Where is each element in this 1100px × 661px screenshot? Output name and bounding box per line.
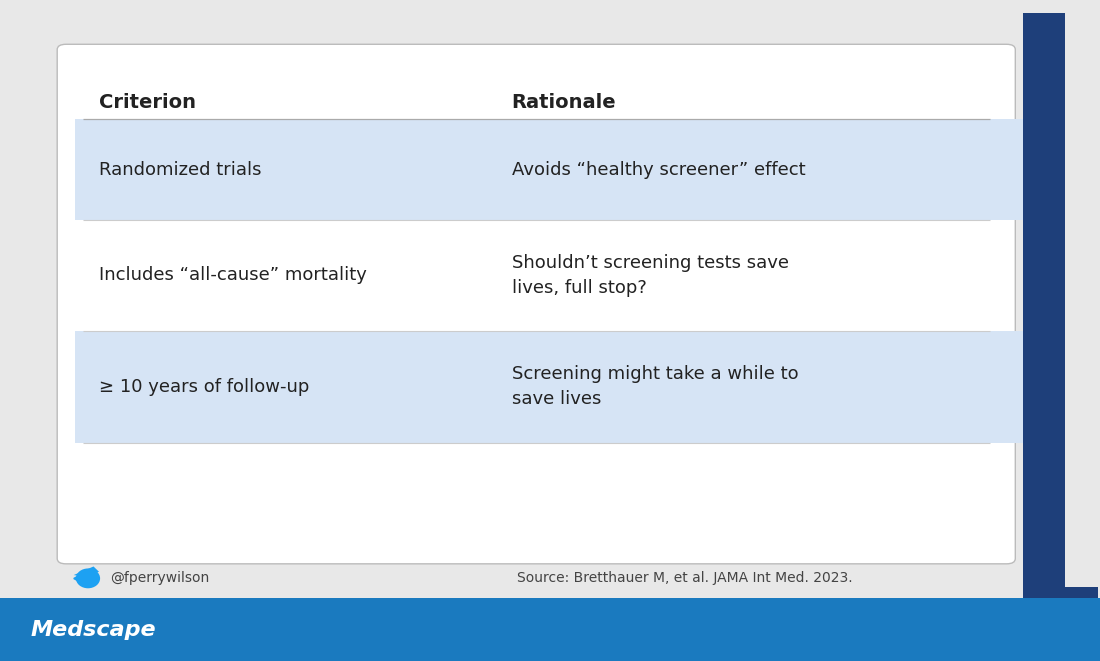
Text: @fperrywilson: @fperrywilson [110,571,209,586]
Bar [75,119,1064,220]
Polygon shape [74,566,99,577]
FancyBboxPatch shape [57,44,1015,564]
Text: Source: Bretthauer M, et al. JAMA Int Med. 2023.: Source: Bretthauer M, et al. JAMA Int Me… [517,571,852,586]
Polygon shape [1023,555,1098,615]
Text: ≥ 10 years of follow-up: ≥ 10 years of follow-up [99,377,309,396]
Text: Rationale: Rationale [512,93,616,112]
Text: Randomized trials: Randomized trials [99,161,262,178]
Bar [1023,50,1065,555]
Ellipse shape [76,568,100,588]
Text: Screening might take a while to
save lives: Screening might take a while to save liv… [512,365,799,408]
Text: Shouldn’t screening tests save
lives, full stop?: Shouldn’t screening tests save lives, fu… [512,254,789,297]
Bar [75,330,1064,443]
Text: Avoids “healthy screener” effect: Avoids “healthy screener” effect [512,161,805,178]
Text: Medscape: Medscape [31,619,156,640]
Bar [0,598,1100,661]
Text: Includes “all-cause” mortality: Includes “all-cause” mortality [99,266,367,284]
Text: Criterion: Criterion [99,93,196,112]
Polygon shape [1023,13,1065,50]
